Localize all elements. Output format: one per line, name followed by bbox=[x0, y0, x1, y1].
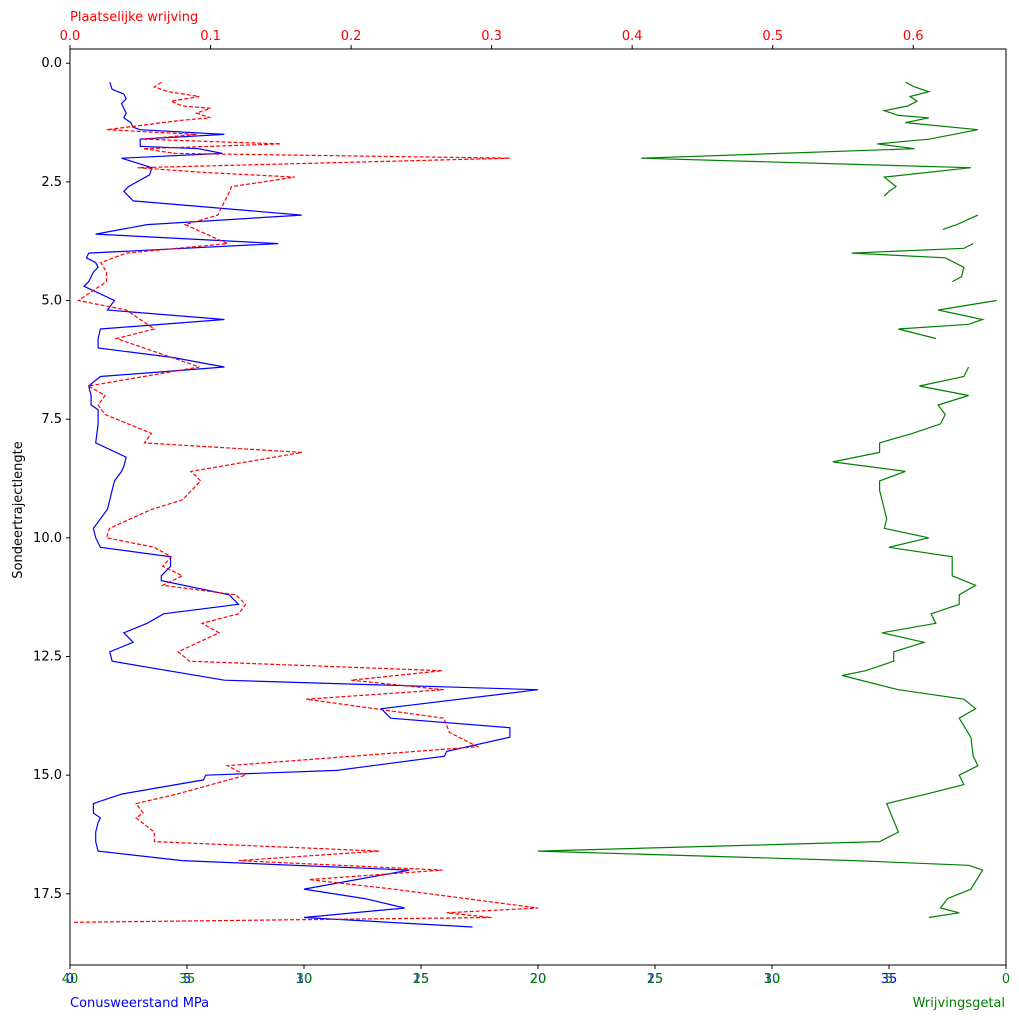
bottom-blue-tick-label: 15 bbox=[413, 972, 430, 987]
bottom-green-tick-label: 35 bbox=[179, 972, 196, 987]
y-tick-label: 17.5 bbox=[33, 887, 62, 902]
bottom-green-tick-label: 10 bbox=[764, 972, 781, 987]
series-bottom_blue-line bbox=[82, 82, 539, 928]
series-bottom_green-line-0 bbox=[640, 81, 979, 197]
bottom-blue-tick-label: 0 bbox=[66, 972, 74, 987]
bottom-blue-tick-label: 5 bbox=[183, 972, 191, 987]
series-bottom_green-line-1 bbox=[942, 214, 979, 230]
top-tick-label: 0.1 bbox=[200, 29, 221, 44]
bottom-blue-tick-label: 35 bbox=[881, 972, 898, 987]
y-tick-label: 2.5 bbox=[41, 175, 62, 190]
series-bottom_green-line-2 bbox=[851, 243, 974, 283]
y-axis-label: Sondeertrajectlengte bbox=[11, 441, 26, 579]
top-tick-label: 0.6 bbox=[903, 29, 924, 44]
bottom-blue-tick-label: 25 bbox=[647, 972, 664, 987]
y-tick-label: 15.0 bbox=[33, 768, 62, 783]
bottom-blue-tick-label: 20 bbox=[530, 972, 547, 987]
bottom-green-tick-label: 30 bbox=[296, 972, 313, 987]
bottom-green-tick-label: 40 bbox=[62, 972, 79, 987]
series-bottom_green-line-4 bbox=[537, 366, 984, 919]
series-bottom_green-line-3 bbox=[898, 299, 997, 340]
y-tick-label: 7.5 bbox=[41, 412, 62, 427]
plot-frame bbox=[69, 48, 1007, 966]
bottom-blue-axis-label: Conusweerstand MPa bbox=[70, 996, 209, 1011]
y-tick-label: 5.0 bbox=[41, 294, 62, 309]
series-top-line bbox=[72, 81, 539, 923]
top-tick-label: 0.5 bbox=[762, 29, 783, 44]
top-tick-label: 0.2 bbox=[341, 29, 362, 44]
bottom-green-tick-label: 0 bbox=[1002, 972, 1010, 987]
bottom-green-tick-label: 25 bbox=[413, 972, 430, 987]
bottom-blue-tick-label: 10 bbox=[296, 972, 313, 987]
top-axis-label: Plaatselijke wrijving bbox=[70, 10, 198, 25]
y-tick-label: 10.0 bbox=[33, 531, 62, 546]
bottom-green-tick-label: 15 bbox=[647, 972, 664, 987]
y-tick-label: 0.0 bbox=[41, 56, 62, 71]
bottom-green-tick-label: 20 bbox=[530, 972, 547, 987]
bottom-green-tick-label: 5 bbox=[885, 972, 893, 987]
top-tick-label: 0.4 bbox=[622, 29, 643, 44]
top-tick-label: 0.3 bbox=[481, 29, 502, 44]
y-tick-label: 12.5 bbox=[33, 650, 62, 665]
top-tick-label: 0.0 bbox=[60, 29, 81, 44]
bottom-green-axis-label: Wrijvingsgetal bbox=[913, 996, 1005, 1011]
bottom-blue-tick-label: 30 bbox=[764, 972, 781, 987]
